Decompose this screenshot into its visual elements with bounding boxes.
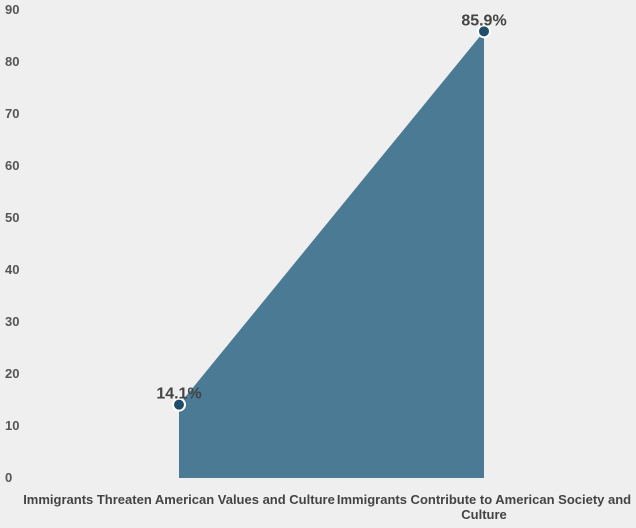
y-tick-label: 20 xyxy=(5,366,19,381)
x-category-label: Immigrants Threaten American Values and … xyxy=(23,492,335,507)
y-tick-label: 80 xyxy=(5,54,19,69)
area-series xyxy=(179,31,484,478)
x-category-label: Culture xyxy=(461,507,507,522)
data-point xyxy=(172,397,186,412)
y-tick-label: 90 xyxy=(5,2,19,17)
y-tick-label: 30 xyxy=(5,314,19,329)
data-label: 85.9% xyxy=(461,12,506,29)
y-tick-label: 70 xyxy=(5,106,19,121)
y-tick-label: 10 xyxy=(5,418,19,433)
y-tick-label: 40 xyxy=(5,262,19,277)
y-tick-label: 60 xyxy=(5,158,19,173)
y-tick-label: 0 xyxy=(5,470,12,485)
y-tick-label: 50 xyxy=(5,210,19,225)
x-category-label: Immigrants Contribute to American Societ… xyxy=(337,492,631,507)
data-point xyxy=(477,24,491,39)
data-label: 14.1% xyxy=(156,386,201,403)
